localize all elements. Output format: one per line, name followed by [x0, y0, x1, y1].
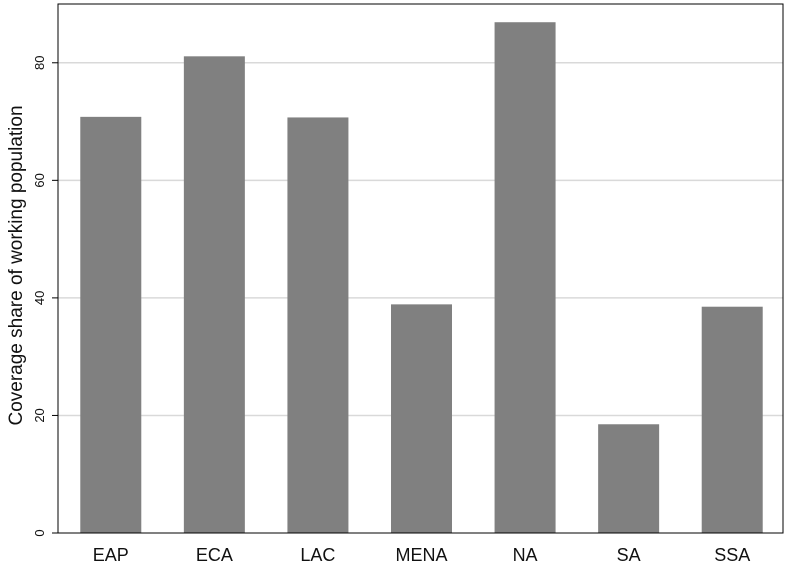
x-category-label: ECA [196, 545, 233, 565]
gridlines [58, 62, 783, 417]
x-category-label: LAC [300, 545, 335, 565]
bar-ssa [701, 306, 763, 533]
bar-eap [80, 116, 142, 533]
y-axis-title: Coverage share of working population [6, 105, 27, 425]
x-category-label: EAP [93, 545, 129, 565]
x-category-label: NA [513, 545, 538, 565]
y-axis-ticks: 0 20 40 60 80 [32, 56, 58, 537]
y-tick-label: 60 [32, 173, 47, 187]
y-tick-label: 20 [32, 408, 47, 422]
plot-frame [57, 3, 784, 534]
x-category-label: MENA [395, 545, 447, 565]
bars [80, 22, 763, 534]
x-category-label: SA [617, 545, 641, 565]
bar-sa [598, 424, 660, 533]
bar-mena [391, 304, 452, 533]
bar-na [494, 22, 556, 534]
y-tick-label: 40 [32, 291, 47, 305]
y-tick-label: 0 [32, 529, 47, 536]
x-axis-labels: EAP ECA LAC MENA NA SA SSA [93, 545, 750, 565]
y-tick-label: 80 [32, 56, 47, 70]
bar-eca [183, 56, 245, 533]
x-category-label: SSA [714, 545, 750, 565]
bar-lac [287, 117, 349, 534]
